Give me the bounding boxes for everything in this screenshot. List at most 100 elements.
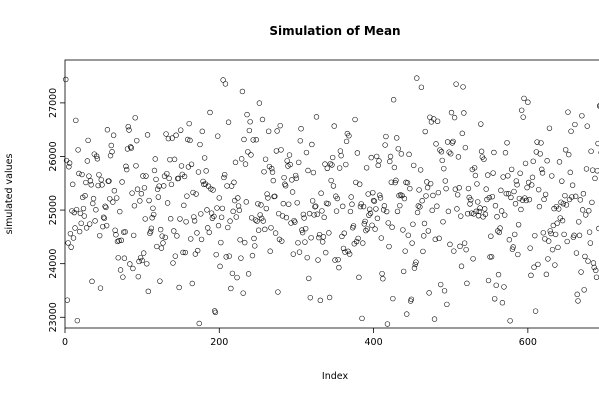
- data-point: [340, 203, 346, 209]
- data-point: [330, 183, 337, 189]
- data-point: [68, 244, 74, 250]
- data-point: [584, 123, 590, 129]
- data-point: [488, 233, 494, 239]
- data-point: [328, 177, 334, 184]
- data-point: [544, 158, 550, 164]
- data-point: [368, 154, 374, 161]
- data-point: [585, 258, 591, 264]
- data-point: [536, 203, 543, 210]
- data-point: [418, 84, 425, 90]
- data-point: [387, 158, 393, 165]
- data-point: [511, 188, 517, 195]
- data-point: [516, 195, 523, 202]
- data-point: [75, 147, 81, 153]
- data-point: [127, 144, 134, 150]
- data-point: [159, 233, 165, 239]
- data-point: [485, 277, 492, 284]
- data-point: [562, 147, 569, 153]
- data-point: [86, 173, 92, 179]
- data-point: [456, 185, 462, 191]
- data-point: [313, 203, 319, 209]
- data-point: [559, 217, 566, 224]
- data-point: [167, 156, 173, 163]
- data-point: [483, 186, 489, 192]
- data-point: [297, 138, 303, 144]
- data-point: [87, 221, 93, 227]
- data-point: [547, 228, 553, 234]
- data-point: [461, 110, 467, 116]
- data-point: [583, 212, 589, 218]
- data-point: [172, 253, 178, 259]
- data-point: [168, 181, 175, 188]
- data-point: [473, 208, 479, 215]
- data-point: [366, 212, 372, 218]
- data-point: [431, 316, 438, 322]
- data-point: [573, 250, 580, 256]
- data-point: [188, 236, 194, 242]
- data-point: [93, 153, 100, 159]
- data-point: [173, 132, 179, 138]
- data-point: [183, 219, 189, 225]
- data-point: [392, 179, 398, 186]
- data-point: [342, 249, 348, 255]
- data-point: [451, 248, 457, 254]
- data-point: [448, 151, 454, 157]
- data-point: [260, 218, 266, 224]
- data-point: [134, 186, 141, 192]
- data-point: [543, 271, 550, 278]
- data-point: [279, 238, 285, 244]
- data-point: [576, 219, 582, 225]
- data-point: [445, 208, 452, 215]
- data-point: [118, 237, 124, 243]
- data-point: [151, 211, 157, 218]
- data-point: [417, 204, 423, 210]
- data-point: [122, 229, 128, 235]
- data-point: [196, 320, 202, 327]
- data-point: [548, 230, 554, 237]
- data-point: [310, 169, 317, 176]
- data-point: [396, 192, 402, 199]
- data-point: [448, 109, 455, 116]
- data-point: [371, 198, 378, 204]
- data-point: [213, 251, 219, 258]
- data-point: [345, 248, 351, 255]
- data-point: [195, 169, 202, 175]
- data-point: [304, 254, 310, 261]
- data-point: [198, 211, 204, 217]
- data-point: [261, 169, 267, 175]
- data-point: [168, 216, 174, 222]
- data-point: [253, 137, 259, 143]
- data-point: [360, 203, 367, 210]
- data-point: [422, 128, 428, 135]
- data-point: [347, 208, 354, 215]
- data-point: [453, 81, 459, 87]
- data-point: [492, 203, 499, 209]
- data-point: [367, 206, 373, 212]
- data-point: [455, 154, 462, 160]
- data-point: [517, 170, 523, 176]
- data-point: [580, 191, 587, 197]
- data-point: [188, 161, 195, 167]
- data-point: [349, 201, 355, 207]
- data-point: [311, 212, 317, 218]
- data-point: [360, 240, 366, 246]
- data-point: [309, 141, 315, 148]
- data-point: [400, 227, 406, 233]
- data-point: [495, 271, 502, 278]
- data-point: [348, 194, 354, 200]
- data-point: [384, 208, 390, 215]
- data-point: [588, 148, 594, 154]
- data-point: [302, 239, 308, 245]
- data-point: [206, 229, 212, 236]
- data-point: [318, 190, 324, 196]
- data-point: [264, 191, 270, 197]
- data-point: [126, 127, 132, 133]
- data-point: [467, 201, 473, 207]
- data-point: [427, 114, 433, 120]
- x-tick-label: 200: [210, 337, 228, 348]
- data-point: [157, 278, 163, 284]
- data-point: [215, 222, 222, 229]
- data-point: [265, 128, 272, 134]
- data-point: [100, 223, 106, 230]
- data-point: [228, 285, 234, 292]
